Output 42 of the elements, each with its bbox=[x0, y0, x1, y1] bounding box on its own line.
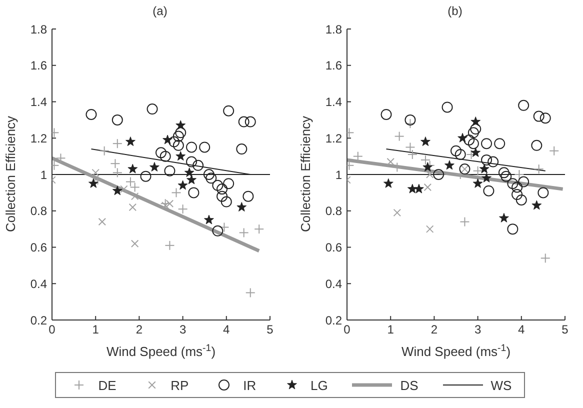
x-axis-title: Wind Speed (ms$^{-1}$) bbox=[401, 342, 511, 359]
x-axis-title: Wind Speed (ms$^{-1}$) bbox=[106, 342, 216, 359]
y-tick-label: 1.8 bbox=[30, 22, 48, 36]
y-tick-label: 0.2 bbox=[30, 313, 48, 328]
y-tick-label: 0.8 bbox=[325, 204, 342, 218]
x-tick-label: 0 bbox=[344, 322, 351, 337]
y-tick-label: 1.6 bbox=[30, 58, 48, 73]
y-tick-label: 0.6 bbox=[325, 240, 342, 255]
x-tick-label: 0 bbox=[48, 322, 56, 337]
x-tick-label: 1 bbox=[92, 322, 100, 337]
y-tick-label: 1 bbox=[335, 168, 342, 182]
x-tick-label: 1 bbox=[387, 322, 394, 337]
x-tick-label: 3 bbox=[179, 322, 186, 337]
chart-title: (a) bbox=[152, 4, 168, 18]
legend-label: LG bbox=[310, 378, 328, 392]
y-tick-label: 1.6 bbox=[325, 58, 342, 73]
y-tick-label: 1.8 bbox=[325, 22, 342, 36]
legend-label: WS bbox=[490, 378, 512, 392]
y-tick-label: 0.6 bbox=[30, 240, 48, 255]
y-tick-label: 1 bbox=[40, 168, 48, 182]
y-tick-label: 0.4 bbox=[325, 276, 342, 291]
y-tick-label: 1.4 bbox=[325, 95, 342, 110]
chart-title: (b) bbox=[446, 4, 464, 18]
x-tick-label: 2 bbox=[136, 322, 143, 337]
y-tick-label: 1.2 bbox=[325, 131, 342, 146]
x-tick-label: 5 bbox=[562, 322, 569, 337]
y-tick-label: 0.4 bbox=[30, 276, 48, 291]
y-axis-title: Collection Efficiency bbox=[298, 115, 313, 232]
x-tick-label: 2 bbox=[430, 322, 438, 337]
legend-label: DS bbox=[400, 378, 418, 392]
legend-label: RP bbox=[170, 378, 189, 392]
y-tick-label: 0.2 bbox=[325, 313, 342, 328]
legend-label: DE bbox=[98, 378, 116, 392]
y-tick-label: 0.8 bbox=[30, 204, 48, 218]
y-tick-label: 1.2 bbox=[30, 131, 48, 146]
y-axis-title: Collection Efficiency bbox=[3, 115, 18, 232]
y-tick-label: 1.4 bbox=[30, 95, 48, 110]
x-tick-label: 5 bbox=[266, 322, 274, 337]
x-tick-label: 3 bbox=[474, 322, 482, 337]
legend-label: IR bbox=[243, 378, 256, 392]
x-tick-label: 4 bbox=[518, 322, 526, 337]
x-tick-label: 4 bbox=[223, 322, 230, 337]
